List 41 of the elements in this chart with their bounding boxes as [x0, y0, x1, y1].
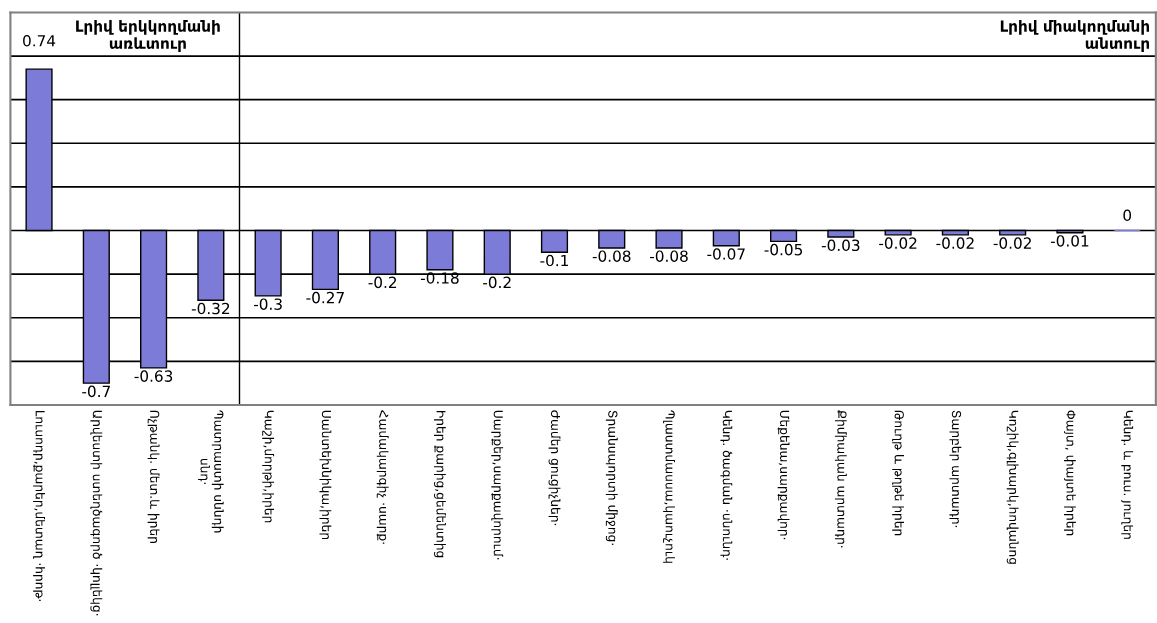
data-label: 0.74	[23, 35, 56, 47]
x-tick-label: Տարբեր արտադր·	[949, 410, 962, 528]
data-label: -0.07	[707, 248, 745, 260]
annotation: Լրիվ երկկողմանի առևտուր	[76, 20, 220, 52]
x-tick-label: Սանտեխնիկա,իրեր	[319, 410, 332, 540]
data-label: -0.05	[764, 243, 803, 256]
data-label: -0.27	[306, 291, 344, 304]
x-tick-label: Սարքեր,սարքավորում·	[491, 410, 504, 560]
x-tick-label: Արվեստի ստեղծագործ ·կոլլեկց·	[90, 410, 103, 616]
data-label: -0.08	[650, 250, 688, 262]
x-tick-label: Ոչթանկ. մետ.և իրեր	[147, 410, 160, 543]
data-label: -0.2	[483, 276, 511, 289]
data-label: -0.02	[993, 237, 1031, 249]
data-label: -0.7	[82, 385, 110, 398]
data-label: -0.01	[1050, 235, 1089, 247]
x-tick-label: Կաշի,մորթի,իրեր	[262, 410, 275, 523]
data-label: -0.02	[879, 237, 917, 249]
data-label: -0.32	[191, 302, 230, 315]
data-label: -0.03	[821, 239, 860, 252]
x-tick-label: Թուղթ և թղթե իրեր	[892, 410, 905, 536]
data-label: -0.3	[253, 298, 282, 310]
x-tick-label: Ժամեր ցուցիչներ·	[548, 410, 561, 526]
x-tick-label: Քիմիական արտադր·	[834, 410, 847, 548]
x-tick-label: Կոշիկ,գլխարկ,հովանոց	[1006, 410, 1019, 564]
x-tick-label: Պատրաստի սննդի սնդ·	[198, 410, 224, 533]
annotation: Լրիվ միակողմանի անտուր	[1000, 20, 1150, 52]
data-label: -0.02	[936, 237, 974, 249]
x-tick-label: Կենդ. և բուս. յուղեր	[1121, 410, 1134, 539]
x-tick-label: Կենդ. ծագման ·սնունդ·	[720, 410, 733, 560]
data-label: -0.2	[368, 276, 397, 289]
x-tick-label: Տրանսպորտի միջոց·	[605, 410, 618, 545]
data-label: -0.08	[592, 250, 631, 262]
x-tick-label: Իրեր քարից,ցեմենտից	[434, 410, 446, 558]
x-tick-label: Լուսոդր,քարեր,մետաղ ·հրոթ·	[33, 410, 45, 602]
data-label: -0.63	[134, 370, 173, 382]
x-tick-label: Մեքենա,սարքավոր·	[777, 410, 790, 540]
x-tick-label: Փայտ, փայտե իրեր	[1064, 410, 1076, 536]
x-tick-label: Պլաստմասսա,կաուչուկ	[663, 410, 675, 563]
x-tick-label: Համակարգիչ ·սարք·	[376, 410, 389, 544]
data-label: -0.1	[540, 254, 568, 267]
data-label: 0	[1123, 209, 1132, 222]
